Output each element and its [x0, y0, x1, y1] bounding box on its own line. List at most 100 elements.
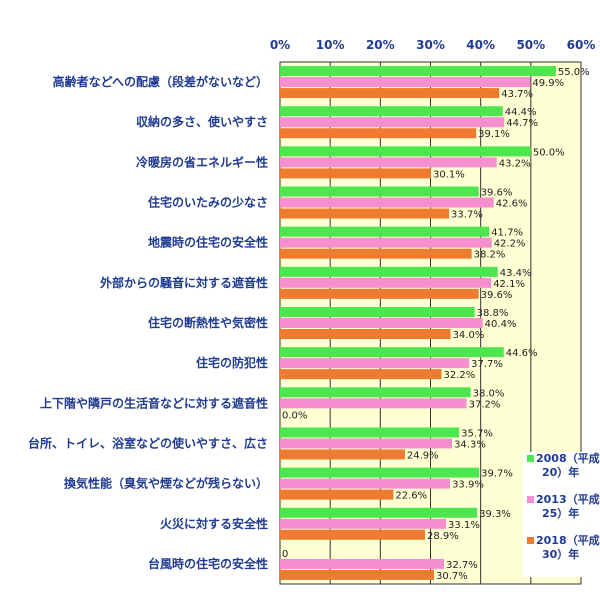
category-label: 高齢者などへの配慮（段差がないなど） [53, 74, 268, 89]
x-axis-ticks: 0% 10% 20% 30% 40% 50% 60% [270, 38, 596, 52]
bar [280, 77, 531, 88]
data-label: 38.8% [477, 308, 509, 319]
category-label: 火災に対する安全性 [160, 516, 268, 531]
bar [280, 248, 472, 259]
data-label: 44.4% [505, 107, 537, 118]
data-label: 39.3% [479, 509, 511, 520]
data-label: 39.7% [481, 469, 513, 480]
bar [280, 507, 478, 518]
bar [280, 387, 471, 398]
data-label: 38.2% [474, 250, 506, 261]
bar [280, 478, 451, 489]
bar [280, 307, 475, 317]
legend-swatch [527, 537, 534, 544]
bar [280, 157, 497, 168]
legend-label: 2013（平成 [536, 492, 600, 506]
category-label: 換気性能（臭気や煙などが残らない） [64, 476, 268, 491]
legend-label: 2008（平成 [536, 451, 600, 465]
legend-label: 30）年 [542, 547, 579, 561]
bar [280, 398, 467, 409]
x-tick-label: 10% [316, 38, 345, 52]
data-label: 35.7% [461, 428, 493, 439]
bar [280, 88, 500, 99]
bar [280, 558, 445, 569]
data-label: 49.9% [532, 78, 564, 89]
data-label: 39.6% [481, 188, 513, 199]
bar [280, 518, 447, 529]
data-label: 43.7% [501, 89, 533, 100]
x-tick-label: 0% [270, 38, 290, 52]
category-label: 外部からの騒音に対する遮音性 [100, 275, 268, 290]
bar [280, 347, 504, 358]
data-label: 34.3% [454, 439, 486, 450]
bar [280, 358, 470, 369]
data-label: 42.2% [494, 239, 526, 250]
bar [280, 186, 479, 197]
bar [280, 106, 503, 117]
bar [280, 146, 531, 157]
bar [280, 168, 432, 179]
data-label: 22.6% [395, 491, 427, 502]
data-label: 33.9% [452, 480, 484, 491]
data-label: 41.7% [491, 228, 523, 239]
data-label: 28.9% [427, 531, 459, 542]
category-label: 冷暖房の省エネルギー性 [136, 154, 268, 169]
category-label: 上下階や隣戸の生活音などに対する遮音性 [40, 395, 268, 410]
bar [280, 569, 435, 580]
data-label: 50.0% [533, 147, 565, 158]
bar [280, 427, 460, 438]
category-labels: 高齢者などへの配慮（段差がないなど） 収納の多さ、使いやすさ冷暖房の省エネルギー性… [28, 74, 268, 571]
bar [280, 318, 483, 328]
data-label: 32.7% [446, 560, 478, 571]
bar [280, 237, 492, 248]
data-label: 0 [282, 549, 288, 560]
bar [280, 128, 477, 139]
data-label: 38.0% [473, 388, 505, 399]
data-label: 37.7% [471, 359, 503, 370]
bar [280, 369, 442, 380]
bar [280, 208, 450, 219]
category-label: 住宅のいたみの少なさ [148, 195, 268, 210]
bar [280, 438, 453, 449]
bar [280, 449, 405, 460]
value-labels: 55.0%49.9%43.7% 44.4%44.7%39.1% 50.0%43.2%… [282, 67, 590, 582]
category-label: 収納の多さ、使いやすさ [136, 114, 268, 129]
category-label: 住宅の断熱性や気密性 [148, 315, 268, 330]
category-label: 台所、トイレ、浴室などの使いやすさ、広さ [28, 435, 268, 450]
bar [280, 197, 494, 208]
x-tick-label: 20% [366, 38, 395, 52]
legend-label: 25）年 [542, 506, 579, 520]
bar [280, 277, 492, 288]
bar [280, 226, 490, 237]
x-tick-label: 60% [567, 38, 596, 52]
data-label: 0.0% [282, 410, 307, 421]
data-label: 37.2% [469, 399, 501, 410]
legend-swatch [527, 455, 534, 462]
data-label: 30.7% [436, 571, 468, 582]
bar [280, 66, 556, 77]
bar [280, 117, 505, 128]
data-label: 32.2% [444, 370, 476, 381]
legend-background [523, 452, 585, 577]
bar [280, 288, 479, 299]
category-label: 台風時の住宅の安全性 [148, 556, 268, 571]
data-label: 34.0% [453, 330, 485, 341]
bar [280, 489, 394, 500]
data-label: 30.1% [433, 169, 465, 180]
data-label: 44.7% [506, 118, 538, 129]
x-tick-label: 30% [416, 38, 445, 52]
legend-swatch [527, 496, 534, 503]
x-tick-label: 40% [466, 38, 495, 52]
bar [280, 529, 425, 540]
data-label: 42.6% [496, 199, 528, 210]
data-label: 40.4% [485, 319, 517, 330]
category-label: 住宅の防犯性 [196, 355, 268, 370]
bar [280, 329, 451, 339]
data-label: 24.9% [407, 450, 439, 461]
legend-label: 20）年 [542, 465, 579, 479]
data-label: 39.1% [478, 129, 510, 140]
data-label: 43.2% [499, 158, 531, 169]
data-label: 42.1% [493, 279, 525, 290]
